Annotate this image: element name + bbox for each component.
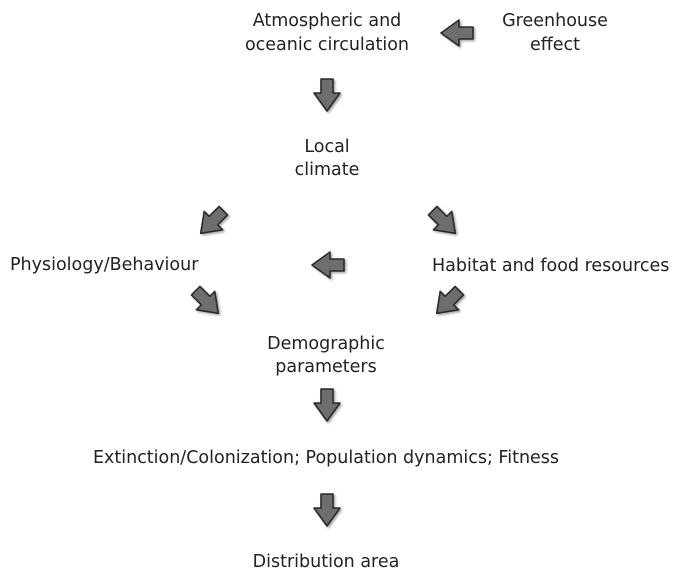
arrow bbox=[190, 200, 234, 244]
arrow bbox=[426, 280, 470, 324]
node-label: Distribution area bbox=[253, 552, 400, 572]
arrow bbox=[440, 19, 474, 47]
arrow bbox=[313, 493, 341, 527]
node-label: parameters bbox=[275, 357, 377, 377]
node-label: Demographic bbox=[267, 334, 385, 354]
node-label: Physiology/Behaviour bbox=[10, 255, 199, 275]
arrow bbox=[422, 200, 466, 244]
node-label: Greenhouse bbox=[502, 11, 608, 31]
arrow bbox=[185, 280, 229, 324]
node-label: effect bbox=[530, 35, 580, 55]
arrow bbox=[311, 251, 345, 279]
node-label: Extinction/Colonization; Population dyna… bbox=[93, 448, 559, 468]
node-label: climate bbox=[295, 160, 360, 180]
arrow bbox=[313, 388, 341, 422]
node-label: Habitat and food resources bbox=[432, 256, 669, 276]
node-label: Atmospheric and bbox=[253, 11, 402, 31]
node-label: oceanic circulation bbox=[245, 35, 409, 55]
node-label: Local bbox=[304, 137, 349, 157]
labels: Atmospheric and oceanic circulation Gree… bbox=[10, 11, 669, 572]
arrow bbox=[313, 78, 341, 112]
